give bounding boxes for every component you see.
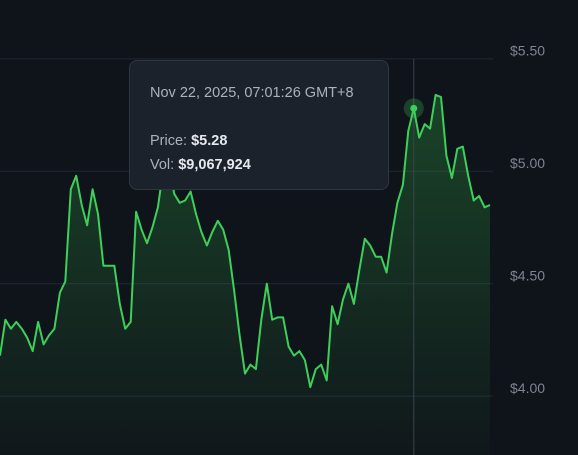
price-label: Price: — [150, 133, 188, 149]
vol-value: $9,067,924 — [178, 157, 251, 173]
price-value: $5.28 — [191, 133, 228, 149]
hover-point — [410, 104, 418, 112]
area — [0, 94, 490, 455]
price-line — [0, 93, 491, 389]
y-tick-label: $4.50 — [510, 267, 545, 283]
tooltip: Nov 22, 2025, 07:01:26 GMT+8 Price: $5.2… — [129, 60, 389, 190]
y-tick-label: $4.00 — [510, 380, 545, 396]
y-tick-label: $5.50 — [510, 43, 545, 59]
vol-label: Vol: — [150, 157, 175, 173]
tooltip-date: Nov 22, 2025, 07:01:26 GMT+8 — [150, 85, 354, 101]
y-tick-label: $5.00 — [510, 155, 545, 171]
